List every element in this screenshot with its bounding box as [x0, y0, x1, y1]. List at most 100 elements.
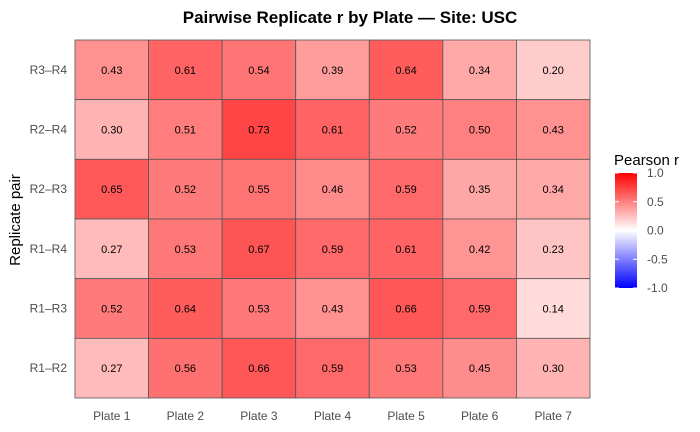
heatmap-cell [442, 337, 517, 399]
cell-value-label: 0.66 [248, 363, 269, 375]
heatmap-cell [516, 278, 591, 339]
y-axis-label: Replicate pair [7, 174, 24, 266]
heatmap-cell [295, 158, 370, 220]
x-tick-label: Plate 7 [535, 409, 573, 423]
cell-value-label: 0.64 [395, 65, 416, 77]
heatmap-cell [221, 39, 297, 101]
heatmap-cell [221, 278, 297, 339]
cell-value-label: 0.59 [395, 184, 416, 196]
cell-value-label: 0.20 [543, 65, 564, 77]
heatmap-cell [74, 218, 149, 280]
x-axis-ticks: Plate 1 Plate 2 Plate 3 Plate 4 Plate 5 Plate… [93, 409, 572, 423]
legend-title: Pearson r [614, 152, 679, 169]
heatmap-cells: 0.43 0.61 0.54 0.39 0.64 0.34 0.20 0.30 0.51 0.73… [74, 39, 591, 399]
cell-value-label: 0.45 [469, 363, 490, 375]
heatmap-cell [295, 337, 370, 399]
legend-tick-label: 0.5 [647, 195, 664, 209]
cell-value-label: 0.67 [248, 244, 269, 256]
heatmap-cell [442, 218, 517, 280]
x-tick-label: Plate 6 [461, 409, 499, 423]
legend-ticks: 1.0 0.5 0.0 -0.5 -1.0 [615, 166, 668, 295]
heatmap-cell [221, 99, 297, 160]
cell-value-label: 0.30 [543, 363, 564, 375]
heatmap-cell [74, 39, 149, 101]
cell-value-label: 0.64 [175, 304, 196, 316]
x-tick-label: Plate 2 [167, 409, 205, 423]
cell-value-label: 0.59 [322, 363, 343, 375]
cell-value-label: 0.54 [248, 65, 269, 77]
heatmap-cell [295, 218, 370, 280]
cell-value-label: 0.23 [543, 244, 564, 256]
x-tick-label: Plate 5 [387, 409, 425, 423]
heatmap-cell [74, 278, 149, 339]
heatmap-cell [148, 218, 223, 280]
cell-value-label: 0.53 [175, 244, 196, 256]
cell-value-label: 0.59 [322, 244, 343, 256]
cell-value-label: 0.55 [248, 184, 269, 196]
legend-tick-label: -0.5 [647, 252, 668, 266]
cell-value-label: 0.61 [322, 125, 343, 137]
heatmap-cell [516, 158, 591, 220]
heatmap-cell [74, 337, 149, 399]
heatmap-cell [368, 337, 444, 399]
cell-value-label: 0.43 [101, 65, 122, 77]
cell-value-label: 0.27 [101, 244, 122, 256]
y-tick-label: R1–R2 [30, 361, 68, 375]
x-tick-label: Plate 3 [240, 409, 278, 423]
cell-value-label: 0.43 [322, 304, 343, 316]
cell-value-label: 0.34 [543, 184, 564, 196]
cell-value-label: 0.53 [248, 304, 269, 316]
cell-value-label: 0.66 [395, 304, 416, 316]
x-tick-label: Plate 4 [314, 409, 352, 423]
cell-value-label: 0.56 [175, 363, 196, 375]
cell-value-label: 0.14 [543, 304, 564, 316]
chart-title: Pairwise Replicate r by Plate — Site: US… [183, 8, 517, 27]
cell-value-label: 0.52 [101, 304, 122, 316]
cell-value-label: 0.52 [395, 125, 416, 137]
legend: Pearson r 1.0 0.5 0.0 -0.5 -1.0 [614, 152, 679, 295]
cell-value-label: 0.52 [175, 184, 196, 196]
heatmap-cell [368, 99, 444, 160]
cell-value-label: 0.65 [101, 184, 122, 196]
heatmap-cell [221, 337, 297, 399]
x-tick-label: Plate 1 [93, 409, 131, 423]
heatmap-cell [148, 337, 223, 399]
legend-tick-label: -1.0 [647, 281, 668, 295]
cell-value-label: 0.34 [469, 65, 490, 77]
heatmap-cell [148, 39, 223, 101]
heatmap-cell [221, 158, 297, 220]
y-tick-label: R1–R4 [30, 242, 68, 256]
cell-value-label: 0.61 [175, 65, 196, 77]
y-tick-label: R2–R3 [30, 182, 68, 196]
cell-value-label: 0.50 [469, 125, 490, 137]
heatmap-cell [368, 39, 444, 101]
heatmap-cell [295, 39, 370, 101]
cell-value-label: 0.73 [248, 125, 269, 137]
heatmap-cell [442, 39, 517, 101]
heatmap-cell [368, 158, 444, 220]
legend-tick-label: 1.0 [647, 166, 664, 180]
y-tick-label: R1–R3 [30, 302, 68, 316]
cell-value-label: 0.43 [543, 125, 564, 137]
heatmap-cell [516, 99, 591, 160]
heatmap-cell [442, 99, 517, 160]
cell-value-label: 0.53 [395, 363, 416, 375]
cell-value-label: 0.51 [175, 125, 196, 137]
cell-value-label: 0.61 [395, 244, 416, 256]
heatmap-cell [516, 218, 591, 280]
heatmap-cell [442, 158, 517, 220]
legend-tick-label: 0.0 [647, 224, 664, 238]
cell-value-label: 0.46 [322, 184, 343, 196]
cell-value-label: 0.30 [101, 125, 122, 137]
y-tick-label: R2–R4 [30, 123, 68, 137]
cell-value-label: 0.42 [469, 244, 490, 256]
cell-value-label: 0.27 [101, 363, 122, 375]
y-axis-ticks: R3–R4 R2–R4 R2–R3 R1–R4 R1–R3 R1–R2 [30, 63, 68, 375]
cell-value-label: 0.35 [469, 184, 490, 196]
cell-value-label: 0.39 [322, 65, 343, 77]
cell-value-label: 0.59 [469, 304, 490, 316]
y-tick-label: R3–R4 [30, 63, 68, 77]
heatmap-cell [148, 158, 223, 220]
heatmap-cell [516, 337, 591, 399]
